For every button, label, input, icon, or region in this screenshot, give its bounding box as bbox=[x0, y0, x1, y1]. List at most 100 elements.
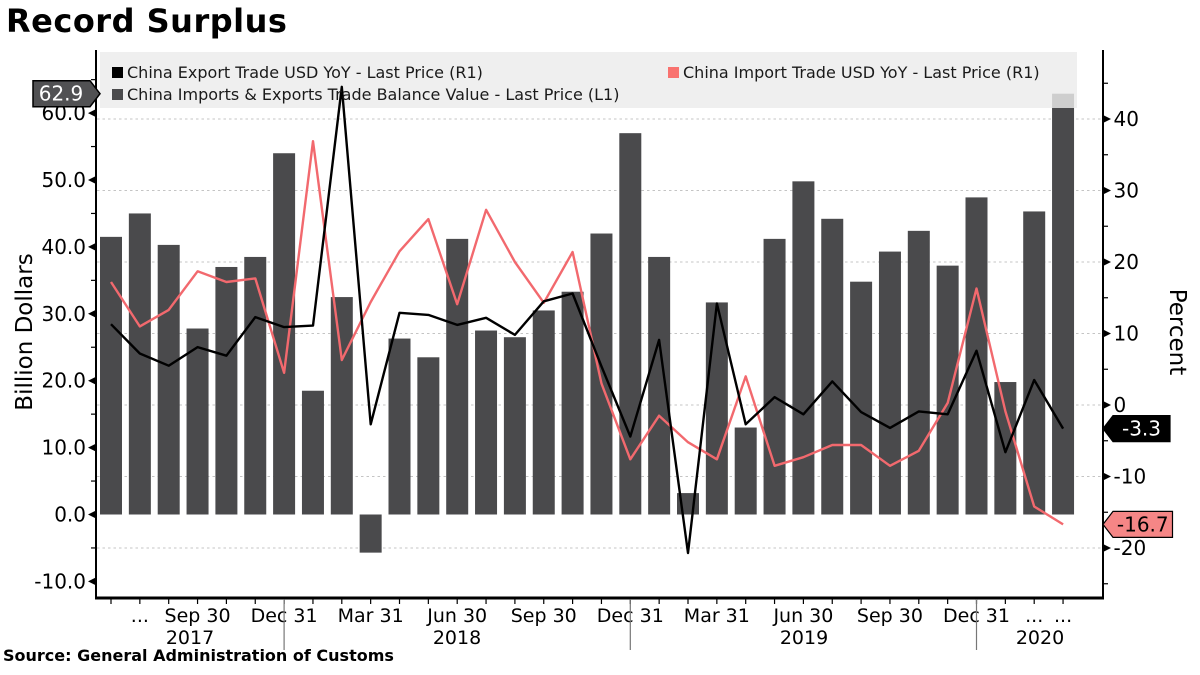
x-quarter-label: ... bbox=[1025, 605, 1043, 627]
x-year-label: 2019 bbox=[780, 627, 828, 649]
legend-item-export: China Export Trade USD YoY - Last Price … bbox=[112, 61, 483, 83]
left-axis-title: Billion Dollars bbox=[12, 253, 38, 411]
source-label: Source: General Administration of Custom… bbox=[3, 646, 394, 665]
balance-bar bbox=[475, 330, 498, 515]
balance-bar bbox=[590, 233, 613, 515]
left-tick-arrow bbox=[88, 109, 96, 118]
axes: 60.050.040.030.020.010.00.0-10.040302010… bbox=[34, 50, 1147, 600]
balance-bar bbox=[965, 197, 988, 515]
balance-bars bbox=[100, 93, 1075, 553]
left-axis-tick-label: -10.0 bbox=[34, 569, 86, 593]
import-series-swatch-icon bbox=[668, 66, 679, 78]
x-quarter-label: Jun 30 bbox=[772, 605, 833, 627]
right-tick-arrow bbox=[1103, 258, 1111, 266]
balance-bar bbox=[878, 251, 901, 515]
balance-bar bbox=[532, 310, 555, 515]
right-axis-tick-label: 10 bbox=[1114, 322, 1139, 346]
legend-background bbox=[100, 52, 1077, 108]
balance-bar bbox=[359, 514, 382, 553]
balance-bar bbox=[215, 266, 238, 515]
x-year-label: 2018 bbox=[433, 627, 481, 649]
balance-bar bbox=[273, 153, 296, 515]
x-quarter-label: Sep 30 bbox=[857, 605, 923, 627]
import-yoy-line bbox=[109, 139, 1064, 526]
right-tick-arrow bbox=[1103, 329, 1111, 338]
left-tick-arrow bbox=[88, 176, 96, 184]
balance-bar bbox=[763, 238, 786, 515]
legend-item-import: China Import Trade USD YoY - Last Price … bbox=[668, 61, 1040, 83]
balance-bar bbox=[100, 236, 122, 515]
right-axis-tick-label: -10 bbox=[1114, 465, 1147, 489]
balance-series-swatch-icon bbox=[112, 88, 123, 100]
right-axis-title: Percent bbox=[1164, 288, 1190, 376]
balance-bar bbox=[186, 328, 209, 515]
callout-export: -3.3 bbox=[1102, 414, 1171, 443]
callout-box bbox=[1102, 510, 1174, 539]
balance-bar bbox=[244, 256, 267, 515]
left-axis-tick-label: 20.0 bbox=[41, 369, 86, 393]
x-quarter-label: Sep 30 bbox=[511, 605, 577, 627]
left-tick-arrow bbox=[88, 309, 96, 318]
left-tick-arrow bbox=[88, 376, 96, 385]
balance-bar bbox=[792, 181, 815, 515]
balance-bar bbox=[850, 281, 873, 515]
balance-bar bbox=[734, 427, 757, 515]
balance-bar bbox=[936, 265, 959, 515]
balance-bar bbox=[128, 213, 151, 515]
balance-bar bbox=[388, 338, 411, 515]
x-year-label: 2017 bbox=[166, 627, 214, 649]
legend-item-balance: China Imports & Exports Trade Balance Va… bbox=[112, 83, 619, 105]
right-tick-arrow bbox=[1103, 186, 1111, 195]
left-tick-arrow bbox=[88, 242, 96, 251]
x-quarter-label: Sep 30 bbox=[165, 605, 231, 627]
balance-bar bbox=[157, 244, 180, 515]
x-axis: ... Sep 30 Dec 31 Mar 31 Jun 30 Sep 30 Dec 31 M… bbox=[110, 598, 1072, 650]
x-quarter-label: Jun 30 bbox=[426, 605, 487, 627]
x-quarter-label: ... bbox=[131, 605, 149, 627]
legend-item-label: China Import Trade USD YoY - Last Price … bbox=[683, 62, 1040, 82]
balance-bar bbox=[907, 230, 930, 515]
left-tick-arrow bbox=[88, 577, 96, 586]
callout-box bbox=[1102, 414, 1171, 443]
right-axis-tick-label: 30 bbox=[1114, 179, 1139, 203]
left-axis-tick-label: 40.0 bbox=[41, 235, 86, 259]
x-quarter-label: Mar 31 bbox=[684, 605, 750, 627]
callout-value: 62.9 bbox=[39, 82, 84, 106]
callout-box bbox=[32, 79, 101, 108]
right-tick-arrow bbox=[1103, 115, 1111, 123]
right-axis-tick-label: 20 bbox=[1114, 250, 1139, 274]
page-title: Record Surplus bbox=[6, 2, 288, 40]
balance-bar bbox=[330, 297, 353, 515]
legend-item-label: China Imports & Exports Trade Balance Va… bbox=[127, 84, 620, 104]
callout-value: -3.3 bbox=[1122, 417, 1161, 441]
callout-value: -16.7 bbox=[1117, 512, 1169, 536]
left-axis-tick-label: 0.0 bbox=[54, 503, 86, 527]
right-axis-tick-label: -20 bbox=[1114, 536, 1147, 560]
right-tick-arrow bbox=[1103, 472, 1111, 481]
balance-bar bbox=[503, 337, 526, 515]
left-axis-tick-label: 10.0 bbox=[41, 436, 86, 460]
left-axis-tick-label: 30.0 bbox=[41, 302, 86, 326]
callout-balance: 62.9 bbox=[32, 79, 101, 108]
right-tick-arrow bbox=[1103, 401, 1111, 409]
balance-bar bbox=[1052, 93, 1075, 515]
balance-bar bbox=[1023, 211, 1046, 515]
export-series-swatch-icon bbox=[112, 66, 123, 78]
left-axis-tick-label: 50.0 bbox=[41, 168, 86, 192]
left-tick-arrow bbox=[88, 443, 96, 452]
left-tick-arrow bbox=[88, 510, 96, 519]
right-tick-arrow bbox=[1103, 544, 1111, 552]
balance-bar bbox=[821, 218, 844, 515]
export-yoy-line bbox=[110, 85, 1065, 555]
balance-bar bbox=[648, 256, 671, 515]
balance-bar bbox=[561, 291, 584, 515]
right-axis-tick-label: 0 bbox=[1114, 393, 1127, 417]
x-quarter-label: ... bbox=[1054, 605, 1072, 627]
legend-item-label: China Export Trade USD YoY - Last Price … bbox=[127, 62, 483, 82]
right-axis-tick-label: 40 bbox=[1114, 107, 1139, 131]
balance-bar bbox=[417, 357, 440, 515]
balance-bar bbox=[446, 238, 469, 515]
x-year-label: 2020 bbox=[1016, 627, 1064, 649]
